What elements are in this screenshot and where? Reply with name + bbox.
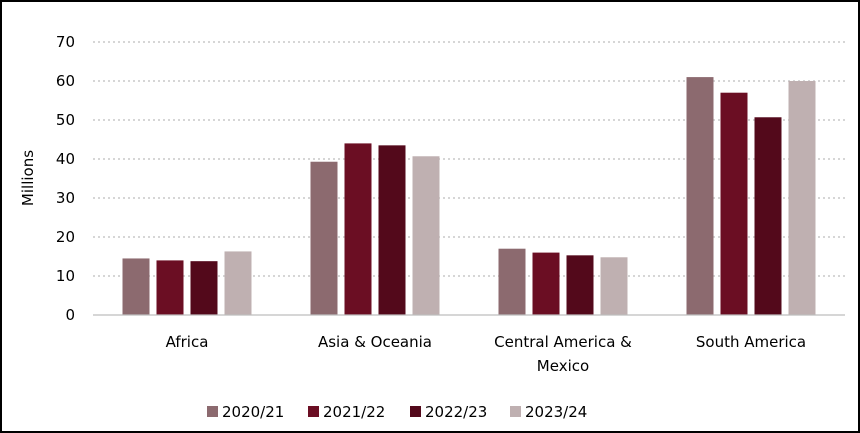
bar-2023-24 (224, 251, 252, 315)
bar-2020-21 (122, 258, 150, 315)
bar-2020-21 (686, 77, 714, 315)
bar-2022-23 (566, 255, 594, 315)
legend-item: 2021/22 (308, 403, 385, 421)
y-tick-label: 10 (56, 267, 75, 285)
y-tick-label: 30 (56, 189, 75, 207)
bar-2023-24 (412, 156, 440, 315)
category-label: Asia & Oceania (318, 333, 432, 351)
legend-label: 2022/23 (425, 403, 487, 421)
bar-2021-22 (344, 143, 372, 315)
bar-2023-24 (600, 257, 628, 315)
legend-swatch (308, 406, 319, 417)
bar-2022-23 (754, 117, 782, 316)
legend-item: 2022/23 (410, 403, 487, 421)
y-tick-label: 50 (56, 111, 75, 129)
bar-2020-21 (310, 161, 338, 315)
category-label: Central America & (494, 333, 632, 351)
legend-item: 2023/24 (510, 403, 587, 421)
legend-label: 2021/22 (323, 403, 385, 421)
y-axis-label: Millions (19, 150, 37, 206)
category-label: Mexico (537, 357, 589, 375)
bar-2022-23 (378, 145, 406, 315)
legend-swatch (207, 406, 218, 417)
gridlines (93, 41, 845, 277)
legend: 2020/21 2021/22 2022/23 2023/24 (207, 403, 587, 421)
y-axis-ticks: 0 10 20 30 40 50 60 70 (56, 33, 75, 324)
y-tick-label: 60 (56, 72, 75, 90)
legend-swatch (510, 406, 521, 417)
y-tick-label: 40 (56, 150, 75, 168)
bar-2023-24 (788, 81, 816, 315)
legend-swatch (410, 406, 421, 417)
y-tick-label: 20 (56, 228, 75, 246)
bars (122, 77, 816, 316)
y-tick-label: 0 (65, 306, 75, 324)
bar-2022-23 (190, 261, 218, 315)
y-tick-label: 70 (56, 33, 75, 51)
bar-2021-22 (532, 252, 560, 315)
bar-2021-22 (156, 260, 184, 315)
category-label: Africa (166, 333, 209, 351)
legend-item: 2020/21 (207, 403, 284, 421)
bar-2021-22 (720, 92, 748, 315)
legend-label: 2023/24 (525, 403, 587, 421)
legend-label: 2020/21 (222, 403, 284, 421)
bar-2020-21 (498, 248, 526, 315)
category-labels: Africa Asia & Oceania Central America & Mex… (166, 333, 807, 375)
category-label: South America (696, 333, 806, 351)
